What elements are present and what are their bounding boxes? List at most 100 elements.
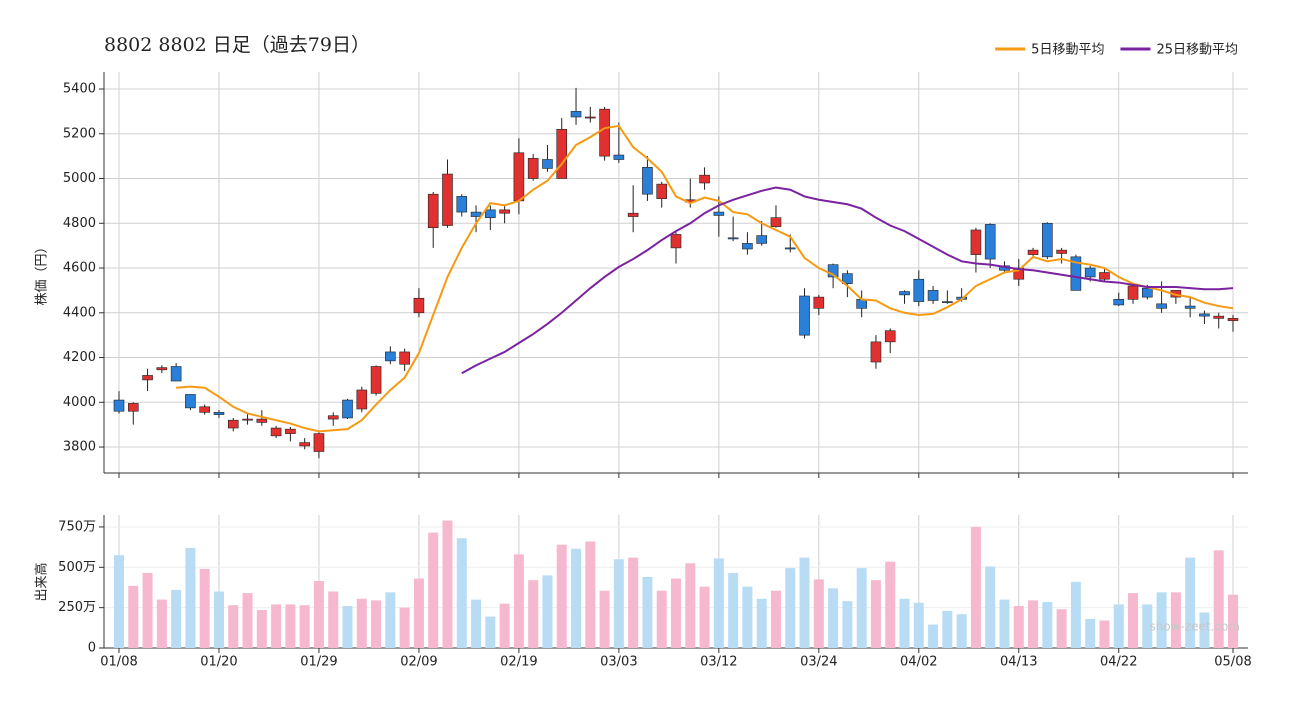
x-tick-label: 05/08: [1214, 655, 1251, 670]
candle-body: [299, 442, 310, 447]
volume-bar: [542, 575, 553, 648]
volume-bar: [256, 610, 267, 648]
legend-label: 5日移動平均: [1031, 43, 1104, 58]
candle-body: [413, 297, 425, 314]
volume-bar: [499, 603, 510, 648]
volume-bar: [1185, 557, 1196, 648]
x-tick-label: 03/24: [800, 655, 837, 670]
volume-bar: [1028, 600, 1039, 648]
candle-body: [784, 247, 796, 250]
candle-body: [427, 193, 439, 229]
candle-body: [1013, 267, 1025, 280]
candle-body: [842, 273, 853, 284]
candle-body: [470, 211, 482, 217]
volume-bar: [413, 578, 424, 648]
volume-bar: [1056, 609, 1067, 648]
volume-bar: [999, 599, 1010, 648]
volume-bar: [685, 563, 696, 648]
candle-body: [442, 173, 453, 226]
candle-body: [770, 217, 782, 227]
candle-body: [142, 375, 153, 381]
candle-body: [699, 174, 710, 184]
volume-bar: [442, 520, 453, 648]
volume-bar: [371, 600, 382, 648]
candle-body: [942, 301, 953, 304]
candle-body: [242, 418, 253, 421]
volume-bar: [756, 598, 767, 648]
candle-body: [1042, 222, 1053, 258]
candle-body: [756, 235, 767, 244]
volume-bar: [1113, 604, 1124, 648]
candle-body: [585, 116, 596, 119]
volume-bar: [485, 616, 496, 648]
candle-body: [713, 211, 725, 216]
candle-body: [670, 234, 682, 249]
volume-bar: [1213, 550, 1224, 648]
y-tick-label: 4000: [63, 395, 96, 410]
candle-body: [270, 427, 282, 437]
x-tick-label: 04/02: [900, 655, 937, 670]
candle-body: [1199, 313, 1210, 317]
volume-bar: [970, 526, 981, 648]
volume-bar: [471, 599, 482, 648]
candle-body: [984, 224, 996, 260]
volume-bar: [1199, 612, 1210, 648]
candle-body: [370, 366, 382, 394]
y-tick-label: 5400: [63, 82, 96, 97]
chart-title: 8802 8802 日足（過去79日）: [104, 34, 370, 56]
y-tick-label: 4800: [63, 216, 96, 231]
y-tick-label: 5200: [63, 126, 96, 141]
volume-bar: [913, 602, 924, 648]
candle-body: [727, 237, 739, 240]
volume-bar: [385, 592, 396, 648]
candle-body: [170, 366, 182, 382]
volume-bar: [142, 572, 153, 648]
candle-body: [742, 243, 753, 250]
candle-body: [899, 291, 910, 296]
volume-bar: [156, 599, 167, 648]
candle-body: [556, 128, 568, 179]
x-tick-label: 02/09: [400, 655, 437, 670]
y-axis-label: 出来高: [34, 562, 50, 601]
x-tick-label: 04/13: [1000, 655, 1037, 670]
x-tick-label: 04/22: [1100, 655, 1137, 670]
candle-body: [513, 152, 525, 202]
volume-bar: [128, 585, 139, 648]
candle-body: [399, 351, 410, 365]
y-tick-label: 0: [88, 641, 96, 656]
y-axis-label: 株価（円）: [35, 240, 50, 305]
moving-average-line: [176, 124, 1234, 433]
candle-body: [185, 394, 196, 409]
volume-bar: [599, 590, 610, 648]
volume-bar: [813, 579, 824, 648]
volume-bar: [285, 604, 296, 648]
candle-body: [1156, 303, 1167, 309]
candle-body: [813, 296, 825, 309]
volume-bar: [956, 614, 967, 648]
volume-bar: [842, 601, 853, 648]
candle-body: [385, 351, 396, 362]
candle-body: [970, 229, 982, 255]
volume-bar: [870, 580, 881, 648]
candle-body: [1184, 305, 1196, 309]
volume-bar: [328, 591, 339, 648]
volume-bar: [1170, 592, 1181, 648]
y-tick-label: 750万: [58, 519, 96, 534]
candle-body: [570, 111, 582, 118]
candle-body: [213, 412, 225, 415]
candle-body: [285, 428, 296, 434]
y-tick-label: 4400: [63, 305, 96, 320]
candle-body: [499, 209, 510, 214]
candle-body: [1127, 285, 1139, 300]
volume-bar: [1042, 601, 1053, 648]
y-tick-label: 500万: [58, 560, 96, 575]
legend-label: 25日移動平均: [1156, 43, 1238, 58]
x-tick-label: 03/03: [600, 655, 637, 670]
x-tick-label: 01/29: [300, 655, 337, 670]
volume-bar: [513, 554, 524, 648]
candle-body: [485, 209, 496, 218]
volume-bar: [671, 578, 681, 648]
candle-body: [913, 278, 925, 302]
volume-bar: [271, 604, 282, 648]
y-tick-label: 5000: [63, 171, 96, 186]
